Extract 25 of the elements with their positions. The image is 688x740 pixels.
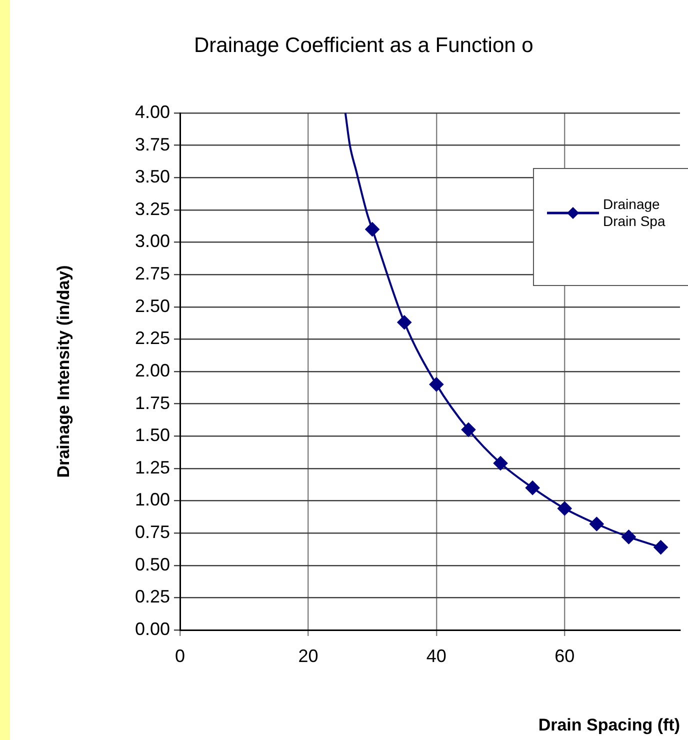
y-axis-title: Drainage Intensity (in/day) bbox=[54, 265, 73, 478]
y-tick-label: 4.00 bbox=[134, 102, 170, 122]
y-tick-label: 1.50 bbox=[134, 425, 170, 446]
y-tick-label: 0.75 bbox=[134, 522, 170, 542]
y-tick-label: 2.25 bbox=[134, 328, 170, 348]
chart-title: Drainage Coefficient as a Function o bbox=[194, 34, 534, 58]
y-tick-label: 0.25 bbox=[134, 586, 170, 607]
x-tick-label: 40 bbox=[426, 646, 446, 666]
y-tick-label: 3.00 bbox=[134, 231, 170, 252]
y-tick-label: 1.75 bbox=[134, 392, 170, 413]
y-tick-label: 2.50 bbox=[134, 296, 170, 316]
y-tick-label: 3.50 bbox=[134, 166, 170, 187]
y-tick-label: 0.00 bbox=[134, 618, 170, 639]
legend-label: Drainage Drain Spa bbox=[603, 196, 666, 230]
y-tick-label: 3.75 bbox=[134, 134, 170, 154]
x-tick-label: 20 bbox=[298, 646, 318, 666]
x-tick-label: 60 bbox=[554, 646, 575, 666]
y-tick-label: 2.75 bbox=[134, 264, 170, 284]
y-tick-label: 1.25 bbox=[134, 457, 170, 478]
y-tick-label: 0.50 bbox=[134, 554, 170, 574]
y-tick-label: 3.25 bbox=[134, 198, 170, 219]
y-tick-label: 1.00 bbox=[134, 490, 170, 510]
y-tick-label: 2.00 bbox=[134, 360, 170, 380]
x-axis-title: Drain Spacing (ft) bbox=[538, 715, 680, 734]
x-tick-label: 0 bbox=[174, 646, 186, 666]
